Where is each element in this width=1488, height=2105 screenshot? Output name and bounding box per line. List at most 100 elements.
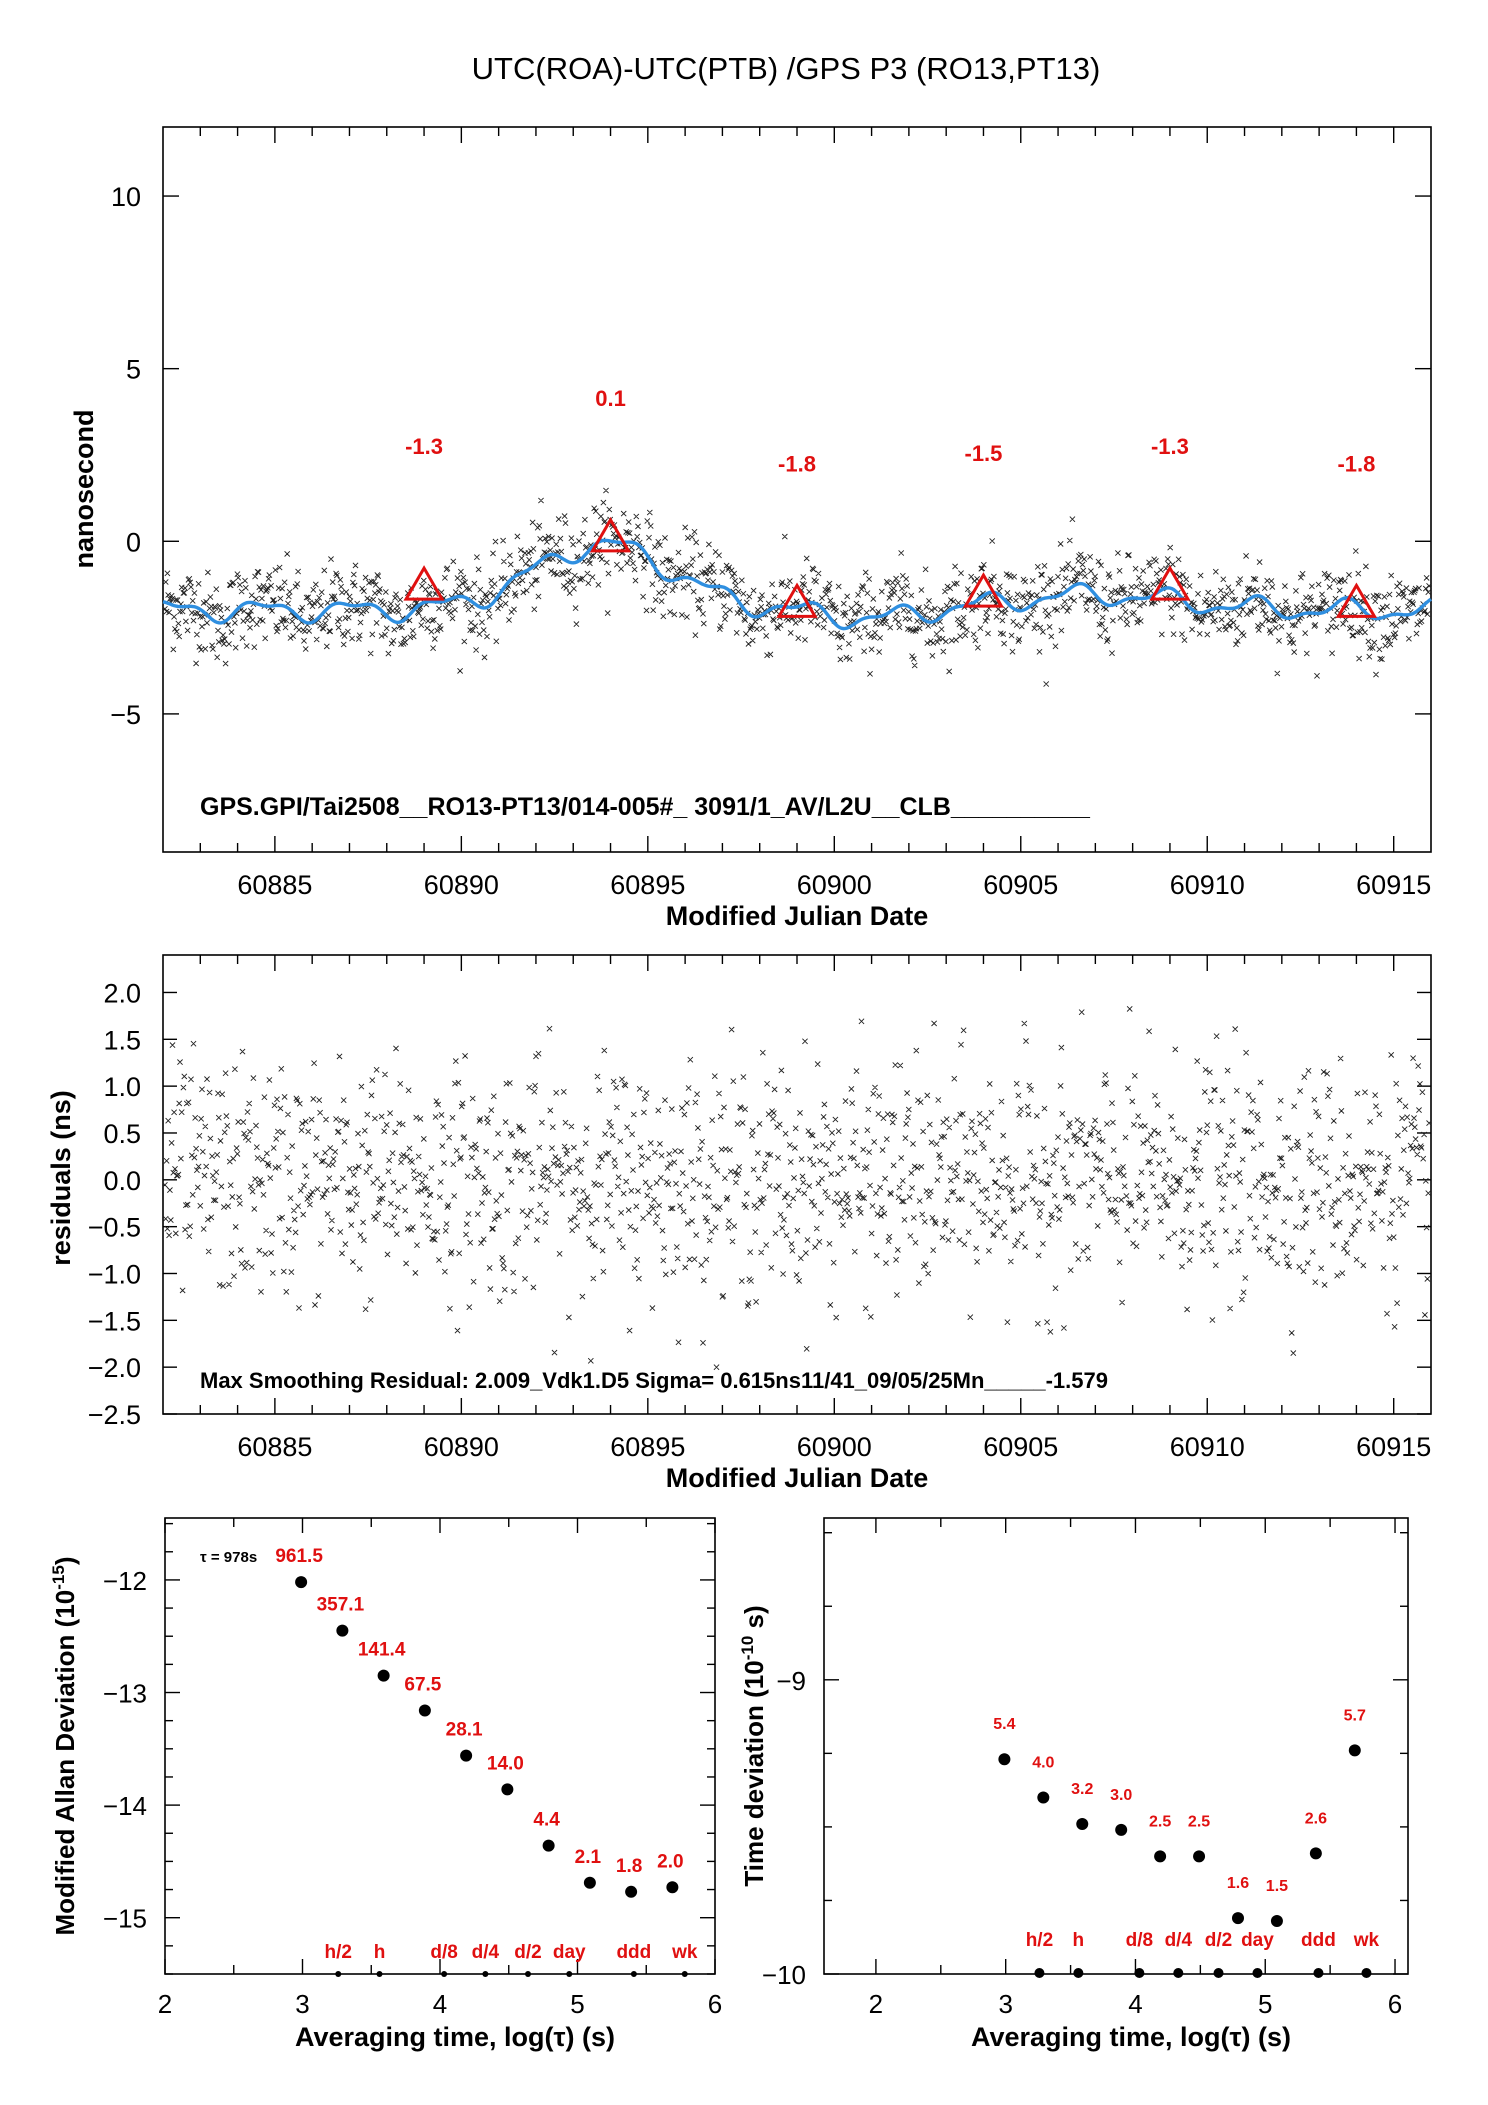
mdev-ytick-label: −13 <box>103 1679 147 1709</box>
mdev-point-label: 4.4 <box>533 1810 560 1831</box>
mdev-time-marker-label: wk <box>671 1942 698 1963</box>
mdev-xtick-label: 5 <box>570 1989 584 2019</box>
tdev-time-marker-label: h/2 <box>1026 1930 1053 1951</box>
res-ylabel: residuals (ns) <box>46 1090 76 1266</box>
tdev-time-marker <box>1073 1968 1084 1978</box>
res-ytick-label: −1.5 <box>88 1306 141 1336</box>
res-ytick-label: 1.5 <box>103 1025 141 1055</box>
tdev-xtick-label: 4 <box>1128 1989 1142 2019</box>
mdev-chart: 2 3 4 5 6 −12 −13 −14 −15 Averaging time, log(τ) … <box>49 1517 722 2052</box>
mdev-data-point <box>666 1881 679 1894</box>
tdev-xtick-label: 2 <box>869 1989 883 2019</box>
top-triangle-marker <box>1335 582 1378 618</box>
mdev-data-point <box>377 1669 390 1682</box>
tdev-point-label: 1.5 <box>1266 1878 1288 1895</box>
res-ytick-label: 2.0 <box>103 978 141 1008</box>
mdev-data-point <box>460 1749 473 1762</box>
top-triangle-marker <box>1149 565 1191 601</box>
top-triangle-marker <box>403 565 445 601</box>
tdev-time-marker-label: day <box>1241 1930 1274 1951</box>
tdev-time-marker-label: d/4 <box>1165 1930 1193 1951</box>
mdev-time-marker <box>441 1971 448 1977</box>
tdev-time-marker-label: d/8 <box>1126 1930 1153 1951</box>
res-ytick-label: −1.0 <box>88 1259 141 1289</box>
tdev-xtick-label: 3 <box>998 1989 1012 2019</box>
tdev-time-marker <box>1252 1968 1263 1978</box>
res-xtick-label: 60900 <box>797 1432 872 1462</box>
mdev-ylabel: Modified Allan Deviation (10-15) <box>49 1557 80 1936</box>
top-triangle-marker <box>776 582 818 618</box>
top-xtick-label: 60910 <box>1170 870 1245 900</box>
tdev-data-point <box>1231 1912 1244 1925</box>
tdev-time-marker-label: wk <box>1353 1930 1380 1951</box>
top-scatter-points <box>161 487 1433 687</box>
res-ytick-label: −2.5 <box>88 1400 141 1430</box>
mdev-time-marker-label: h/2 <box>325 1942 352 1963</box>
mdev-point-label: 357.1 <box>317 1595 365 1616</box>
residuals-chart: 60885 60890 60895 60900 60905 60910 60915 2.0 1.… <box>46 954 1433 1493</box>
tdev-point-label: 4.0 <box>1032 1754 1054 1771</box>
res-ytick-label: 0.0 <box>103 1166 141 1196</box>
mdev-time-marker-label: d/2 <box>514 1942 541 1963</box>
tdev-time-marker <box>1134 1968 1145 1978</box>
tdev-time-marker <box>1213 1968 1224 1978</box>
mdev-xtick-label: 2 <box>158 1989 172 2019</box>
tdev-time-marker <box>1173 1968 1184 1978</box>
tdev-data-point <box>1309 1847 1322 1860</box>
top-marker-label: -1.8 <box>1337 451 1375 476</box>
top-marker-label: -1.3 <box>405 434 443 459</box>
mdev-time-marker-label: day <box>553 1942 586 1963</box>
mdev-data-point <box>501 1783 514 1796</box>
tdev-data-point <box>1270 1915 1283 1928</box>
mdev-time-marker-label: d/4 <box>472 1942 500 1963</box>
tdev-point-label: 1.6 <box>1227 1875 1249 1892</box>
top-ytick-label: 10 <box>111 182 141 212</box>
tdev-chart: 2 3 4 5 6 −9 −10 Averaging time, log(τ) (s) Time… <box>738 1517 1409 2052</box>
tdev-data-point <box>1348 1744 1361 1757</box>
mdev-xtick-label: 4 <box>433 1989 447 2019</box>
mdev-time-marker <box>335 1971 342 1977</box>
tdev-point-label: 2.5 <box>1149 1813 1171 1830</box>
mdev-data-point <box>542 1839 555 1852</box>
tdev-point-label: 2.6 <box>1305 1810 1327 1827</box>
tdev-ytick-label: −10 <box>762 1960 806 1990</box>
top-xtick-label: 60900 <box>797 870 872 900</box>
tdev-xlabel: Averaging time, log(τ) (s) <box>971 2022 1291 2052</box>
top-xlabel: Modified Julian Date <box>666 901 929 931</box>
mdev-xtick-label: 6 <box>708 1989 722 2019</box>
tdev-time-marker-label: ddd <box>1301 1930 1336 1951</box>
tdev-point-label: 5.7 <box>1344 1707 1366 1724</box>
mdev-point-label: 2.1 <box>575 1847 602 1868</box>
tdev-ylabel: Time deviation (10-10 s) <box>738 1605 769 1886</box>
mdev-point-label: 1.8 <box>616 1856 642 1877</box>
res-xtick-label: 60885 <box>237 1432 312 1462</box>
top-ytick-label: −5 <box>110 700 141 730</box>
tdev-time-marker <box>1361 1968 1372 1978</box>
top-xtick-label: 60915 <box>1356 870 1431 900</box>
mdev-ytick-label: −12 <box>103 1566 147 1596</box>
mdev-ytick-label: −14 <box>103 1791 147 1821</box>
mdev-data-point <box>295 1576 308 1589</box>
mdev-point-label: 28.1 <box>446 1720 483 1741</box>
mdev-time-marker-label: ddd <box>616 1942 651 1963</box>
mdev-xlabel: Averaging time, log(τ) (s) <box>295 2022 615 2052</box>
mdev-data-point <box>583 1876 596 1889</box>
tdev-xtick-label: 5 <box>1258 1989 1272 2019</box>
top-marker-label: -1.5 <box>965 441 1003 466</box>
tdev-data-point <box>998 1753 1011 1766</box>
tdev-frame <box>823 1517 1409 1975</box>
top-ylabel: nanosecond <box>69 409 99 568</box>
res-xtick-label: 60895 <box>610 1432 685 1462</box>
tdev-data-point <box>1154 1850 1167 1863</box>
tdev-time-marker <box>1313 1968 1324 1978</box>
top-xtick-label: 60895 <box>610 870 685 900</box>
top-smooth-line <box>162 538 1432 631</box>
mdev-time-marker <box>482 1971 489 1977</box>
mdev-time-marker <box>376 1971 383 1977</box>
tdev-time-marker-label: d/2 <box>1205 1930 1232 1951</box>
tdev-data-point <box>1076 1817 1089 1830</box>
top-xtick-label: 60885 <box>237 870 312 900</box>
tdev-data-point <box>1115 1823 1128 1836</box>
res-ytick-label: 1.0 <box>103 1072 141 1102</box>
